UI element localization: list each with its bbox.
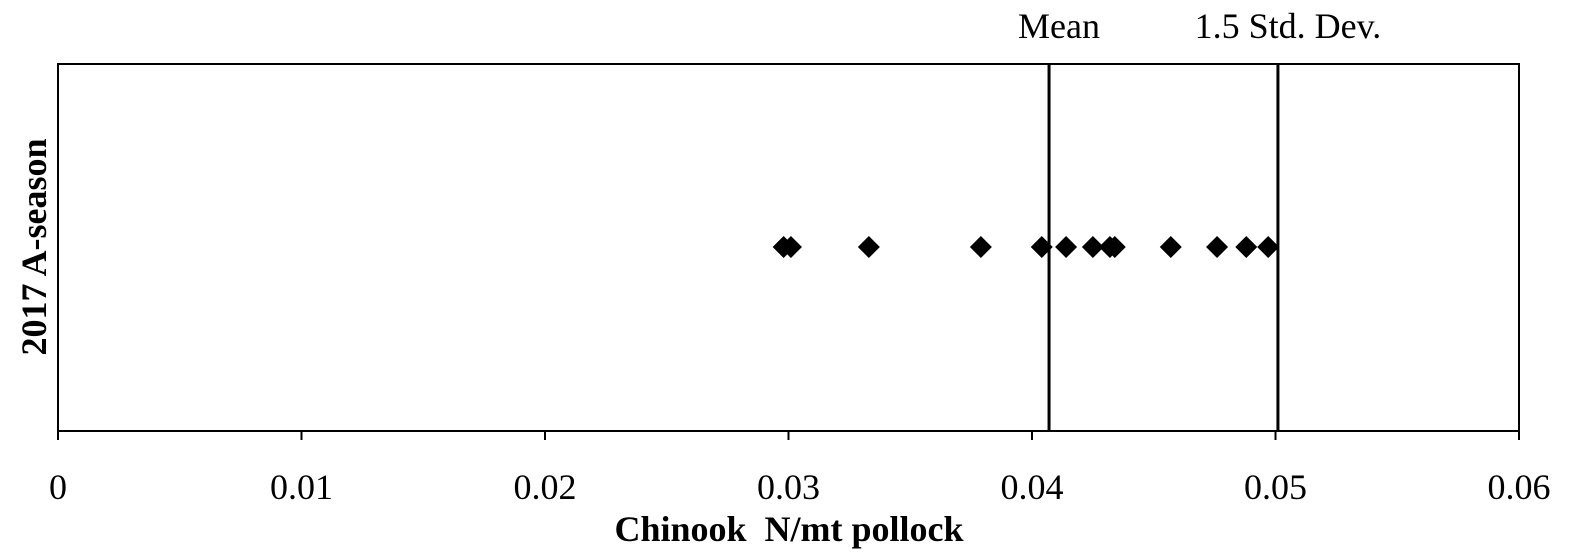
data-point [1235, 236, 1258, 258]
x-axis-ticks: 0 0.01 0.02 0.03 0.04 0.05 0.06 [49, 431, 1551, 507]
reference-line-label: Mean [1018, 6, 1100, 46]
reference-line-label: 1.5 Std. Dev. [1195, 6, 1382, 46]
data-point [1159, 236, 1182, 258]
data-point [1030, 236, 1053, 258]
x-tick-label: 0.02 [514, 467, 577, 507]
data-point [857, 236, 880, 258]
data-point [779, 236, 802, 258]
data-point [1081, 236, 1104, 258]
x-axis-title: Chinook N/mt pollock [614, 509, 963, 549]
data-point [1103, 236, 1126, 258]
x-tick-label: 0.01 [270, 467, 333, 507]
data-point [969, 236, 992, 258]
x-tick-label: 0.03 [757, 467, 820, 507]
x-tick-label: 0 [49, 467, 67, 507]
data-point [1206, 236, 1229, 258]
x-tick-label: 0.04 [1001, 467, 1064, 507]
x-tick-label: 0.06 [1488, 467, 1551, 507]
data-points [772, 236, 1280, 258]
x-tick-label: 0.05 [1244, 467, 1307, 507]
y-axis-title: 2017 A-season [14, 138, 54, 355]
data-point [1257, 236, 1280, 258]
data-point [1055, 236, 1078, 258]
reference-lines: Mean 1.5 Std. Dev. [1018, 6, 1381, 431]
